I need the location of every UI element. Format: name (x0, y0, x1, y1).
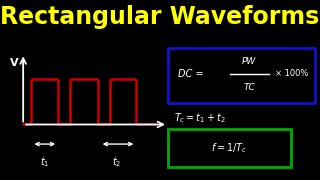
Text: × 100%: × 100% (275, 69, 308, 78)
Text: TC: TC (243, 83, 255, 92)
Text: V: V (10, 58, 19, 68)
Text: $f = 1/T_c$: $f = 1/T_c$ (211, 141, 248, 155)
Text: $t_2$: $t_2$ (113, 156, 122, 169)
Text: Rectangular Waveforms: Rectangular Waveforms (0, 5, 320, 29)
Text: $T_c = t_1 + t_2$: $T_c = t_1 + t_2$ (174, 111, 226, 125)
Text: $t_1$: $t_1$ (40, 156, 50, 169)
Text: PW: PW (242, 57, 256, 66)
Text: DC =: DC = (179, 69, 204, 79)
